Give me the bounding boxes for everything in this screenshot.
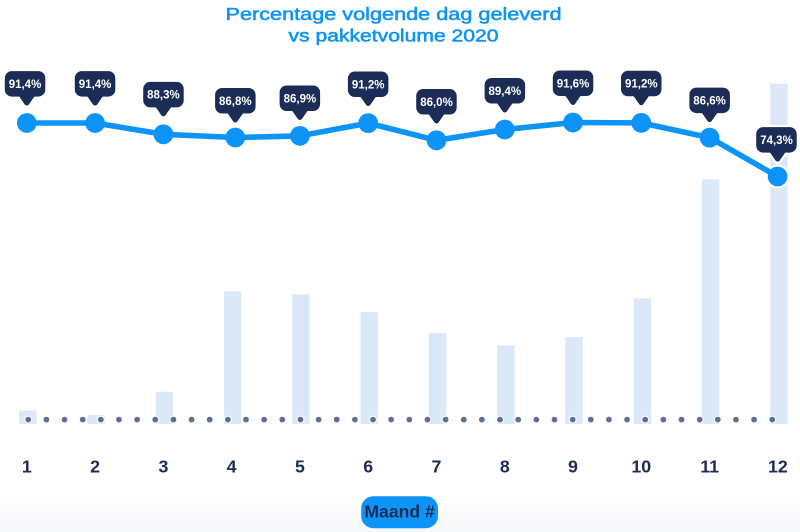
svg-text:91,2%: 91,2% (352, 79, 385, 91)
svg-text:91,2%: 91,2% (625, 79, 658, 91)
svg-text:vs pakketvolume 2020: vs pakketvolume 2020 (289, 25, 499, 45)
svg-text:7: 7 (432, 456, 442, 476)
svg-text:12: 12 (768, 456, 788, 476)
svg-text:3: 3 (158, 456, 168, 476)
svg-text:91,4%: 91,4% (79, 79, 112, 91)
svg-text:86,0%: 86,0% (420, 97, 453, 109)
svg-text:Percentage volgende dag geleve: Percentage volgende dag geleverd (226, 4, 562, 24)
svg-text:88,3%: 88,3% (147, 90, 180, 102)
svg-text:86,8%: 86,8% (219, 96, 252, 108)
svg-text:86,6%: 86,6% (693, 95, 726, 107)
svg-text:9: 9 (568, 456, 578, 476)
svg-text:10: 10 (631, 456, 651, 476)
svg-text:91,6%: 91,6% (557, 78, 590, 90)
svg-text:74,3%: 74,3% (760, 135, 793, 147)
svg-text:8: 8 (500, 456, 510, 476)
svg-text:6: 6 (363, 456, 373, 476)
svg-text:11: 11 (700, 456, 719, 476)
svg-text:86,9%: 86,9% (284, 93, 317, 105)
svg-text:2: 2 (90, 456, 100, 476)
svg-text:91,4%: 91,4% (9, 79, 42, 91)
svg-text:89,4%: 89,4% (488, 86, 521, 98)
svg-text:1: 1 (22, 456, 32, 476)
svg-text:4: 4 (227, 456, 237, 476)
svg-text:5: 5 (295, 456, 305, 476)
svg-text:Maand #: Maand # (364, 502, 435, 522)
